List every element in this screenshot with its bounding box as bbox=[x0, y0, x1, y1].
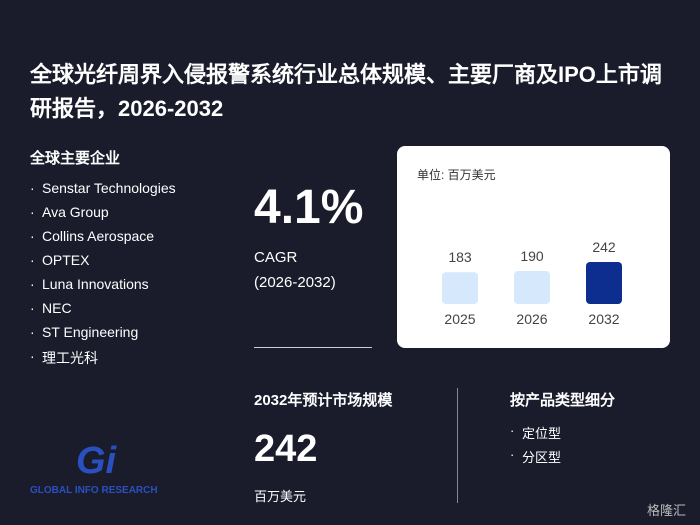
value-label: 242 bbox=[592, 239, 616, 255]
unit-label: 单位: 百万美元 bbox=[417, 167, 496, 182]
vertical-divider bbox=[457, 388, 458, 503]
bar-chart: 单位: 百万美元 183 2025 190 2026 242 2032 bbox=[417, 167, 622, 327]
logo-mark: Gi bbox=[76, 440, 117, 482]
companies-title: 全球主要企业 bbox=[30, 150, 121, 167]
category-label: 2032 bbox=[588, 311, 619, 327]
cagr-period: (2026-2032) bbox=[254, 274, 336, 291]
divider bbox=[254, 347, 372, 348]
company: Luna Innovations bbox=[30, 276, 149, 292]
bar bbox=[586, 262, 622, 304]
segments-title: 按产品类型细分 bbox=[510, 392, 616, 409]
bar bbox=[442, 272, 478, 304]
company: 理工光科 bbox=[30, 348, 98, 368]
segment: 分区型 bbox=[510, 447, 561, 466]
segment: 定位型 bbox=[510, 423, 561, 442]
company: Ava Group bbox=[30, 204, 109, 220]
watermark: 格隆汇 bbox=[647, 503, 687, 518]
market-unit: 百万美元 bbox=[254, 489, 307, 504]
company: Senstar Technologies bbox=[30, 180, 176, 196]
chart-card: 单位: 百万美元 183 2025 190 2026 242 2032 bbox=[397, 146, 670, 348]
company: NEC bbox=[30, 300, 71, 316]
company: OPTEX bbox=[30, 252, 90, 268]
category-label: 2026 bbox=[516, 311, 547, 327]
market-value: 242 bbox=[254, 428, 318, 470]
category-label: 2025 bbox=[444, 311, 475, 327]
title: 全球光纤周界入侵报警系统行业总体规模、主要厂商及IPO上市调研报告，2026-2… bbox=[30, 62, 662, 121]
market-title: 2032年预计市场规模 bbox=[254, 392, 393, 409]
cagr-value: 4.1% bbox=[254, 181, 364, 234]
value-label: 183 bbox=[448, 249, 472, 265]
logo-text: GLOBAL INFO RESEARCH bbox=[30, 485, 158, 496]
company: Collins Aerospace bbox=[30, 228, 154, 244]
value-label: 190 bbox=[520, 248, 544, 264]
company: ST Engineering bbox=[30, 324, 138, 340]
cagr-label: CAGR bbox=[254, 249, 298, 266]
bar bbox=[514, 271, 550, 304]
